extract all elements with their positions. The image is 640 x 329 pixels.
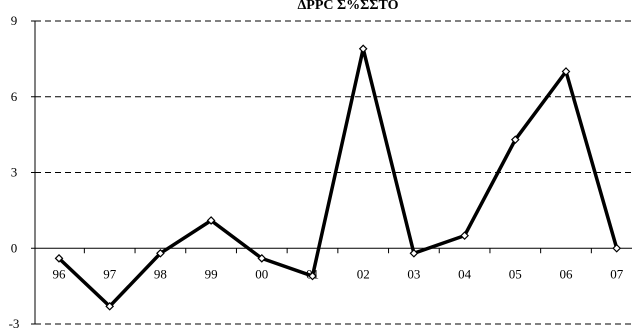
data-point-06 xyxy=(561,67,571,76)
data-point-01 xyxy=(308,271,317,281)
data-point-98 xyxy=(156,248,165,258)
data-point-07 xyxy=(612,243,622,253)
x-tick-label-03: 03 xyxy=(407,266,420,281)
series-line-0 xyxy=(57,48,619,309)
series-line-layer xyxy=(57,48,619,309)
y-tick-label: -3 xyxy=(9,316,20,329)
y-tick-labels: -3 0 3 6 9 xyxy=(9,13,20,329)
data-point-02 xyxy=(358,44,368,54)
data-point-03 xyxy=(409,248,419,258)
x-tick-label-96: 96 xyxy=(53,266,67,281)
axes xyxy=(31,20,632,325)
x-tick-label-98: 98 xyxy=(154,266,167,281)
chart-title: ΔPPC Σ%ΣΣΤΟ xyxy=(298,0,399,13)
data-point-04 xyxy=(460,231,469,240)
data-point-markers xyxy=(54,44,622,311)
x-tick-label-02: 02 xyxy=(357,266,370,281)
y-tick-label: 3 xyxy=(11,165,18,180)
x-tick-label-07: 07 xyxy=(610,266,624,281)
y-tick-label: 6 xyxy=(11,89,18,104)
data-point-00 xyxy=(257,254,267,263)
x-tick-label-97: 97 xyxy=(103,266,117,281)
data-point-05 xyxy=(510,135,520,145)
data-point-96 xyxy=(54,254,64,263)
x-tick-labels: 969798990001020304050607 xyxy=(53,266,624,281)
data-point-97 xyxy=(105,301,115,311)
y-tick-label: 9 xyxy=(11,13,18,28)
data-point-99 xyxy=(206,216,216,225)
x-tick-label-99: 99 xyxy=(205,266,218,281)
x-tick-label-00: 00 xyxy=(255,266,268,281)
grid-lines xyxy=(35,20,632,325)
x-tick-label-05: 05 xyxy=(509,266,522,281)
x-tick-label-04: 04 xyxy=(458,266,472,281)
y-tick-label: 0 xyxy=(11,240,18,255)
x-tick-label-06: 06 xyxy=(560,266,574,281)
